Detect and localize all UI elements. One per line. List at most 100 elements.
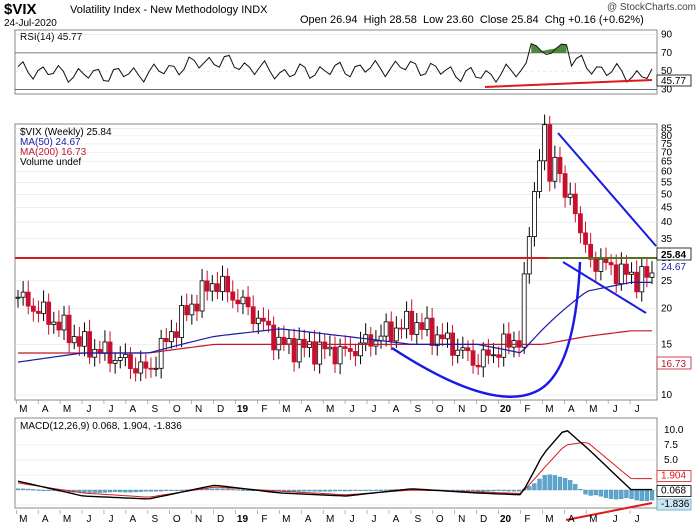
- macd-value-badge: 0.068: [661, 486, 686, 497]
- close-value: 25.84: [511, 14, 539, 26]
- candle-body: [542, 124, 548, 162]
- rsi-legend: RSI(14) 45.77: [20, 32, 83, 43]
- candle-body: [41, 301, 46, 314]
- x-axis-label: D: [217, 404, 224, 415]
- price-tick-label: 40: [661, 217, 673, 228]
- macd-histogram-bar: [343, 489, 348, 492]
- candle-body: [317, 341, 323, 365]
- candle-body: [76, 336, 82, 347]
- macd-histogram-bar: [455, 489, 460, 491]
- macd-histogram-bar: [348, 489, 353, 492]
- x-axis-label: M: [326, 404, 334, 415]
- candle-body: [613, 264, 619, 285]
- macd-histogram-bar: [593, 489, 598, 496]
- x-axis-label: M: [282, 514, 290, 525]
- macd-histogram-bar: [562, 478, 568, 491]
- candle-body: [230, 291, 236, 301]
- x-axis-label: S: [415, 404, 422, 415]
- candle-body: [194, 303, 200, 312]
- x-axis-label: F: [261, 514, 267, 525]
- x-axis-label: N: [458, 514, 465, 525]
- macd-histogram-bar: [614, 489, 619, 500]
- candle-body: [521, 273, 527, 348]
- x-axis-label: A: [568, 404, 575, 415]
- macd-histogram-bar: [358, 489, 363, 491]
- candle-body: [532, 191, 537, 237]
- macd-histogram-bar: [220, 488, 225, 491]
- macd-frame: [14, 417, 658, 509]
- price-tick-label: 70: [661, 148, 673, 159]
- macd-histogram-bar: [491, 489, 496, 492]
- candle-body: [112, 359, 118, 364]
- rsi-value-badge: 45.77: [661, 76, 686, 87]
- ma200-badge-bg: [656, 356, 692, 370]
- candle-body: [128, 354, 133, 370]
- macd-histogram-bar: [297, 489, 302, 492]
- macd-tick-label: 7.5: [664, 440, 678, 451]
- macd-histogram-bar: [138, 489, 143, 492]
- candle-body: [608, 262, 614, 266]
- macd-tick-label: 5.0: [664, 455, 678, 466]
- macd-histogram-bar: [148, 489, 154, 492]
- quote-line: Open 26.94 High 28.58 Low 23.60 Close 25…: [300, 14, 644, 26]
- chart-date: 24-Jul-2020: [4, 18, 57, 29]
- macd-value-badge-bg: [656, 498, 692, 511]
- macd-histogram-bar: [128, 489, 133, 493]
- candle-body: [291, 338, 297, 363]
- rsi-tick-label: 30: [661, 84, 673, 95]
- macd-histogram-bar: [118, 489, 123, 493]
- macd-histogram-bar: [378, 489, 384, 491]
- macd-value-badge-bg: [656, 470, 692, 482]
- candle-body: [337, 346, 343, 365]
- x-axis-label: N: [458, 404, 465, 415]
- macd-histogram-bar: [245, 489, 251, 491]
- candle-body: [624, 263, 629, 275]
- macd-histogram-bar: [542, 475, 547, 491]
- candle-body: [322, 341, 328, 350]
- x-axis-label: M: [545, 404, 553, 415]
- candle-body: [419, 322, 425, 330]
- x-axis-label: 20: [500, 514, 512, 525]
- macd-histogram-bar: [87, 489, 92, 493]
- price-tick-label: 15: [661, 339, 673, 350]
- price-tick-label: 80: [661, 131, 673, 142]
- chart-symbol: $VIX: [4, 1, 37, 18]
- macd-histogram-bar: [210, 488, 215, 491]
- macd-histogram-bar: [235, 489, 241, 491]
- candle-body: [588, 243, 594, 260]
- x-axis-label: J: [108, 404, 113, 415]
- macd-histogram-bar: [174, 489, 179, 491]
- x-axis-label: 19: [237, 404, 249, 415]
- macd-histogram-bar: [225, 488, 230, 491]
- candle-body: [148, 367, 154, 370]
- macd-histogram-bar: [476, 489, 481, 492]
- x-axis-label: A: [393, 514, 400, 525]
- candle-body: [552, 156, 558, 182]
- x-axis-label: J: [87, 514, 92, 525]
- candle-body: [409, 310, 415, 335]
- candle-body: [153, 367, 159, 370]
- watermark: @ StockCharts.com: [606, 2, 696, 13]
- rsi-support-trendline: [484, 79, 653, 88]
- u-shape-annotation: [391, 261, 582, 399]
- chg-label: Chg: [544, 14, 565, 26]
- candle-body: [271, 324, 277, 351]
- macd-histogram-bar: [302, 489, 307, 492]
- x-axis-label: J: [87, 404, 92, 415]
- low-label: Low: [422, 14, 444, 26]
- macd-histogram-bar: [36, 489, 41, 491]
- macd-histogram-bar: [322, 489, 327, 492]
- macd-panel: MACD(12,26,9) 0.068, 1.904, -1.836 10.0 7…: [14, 417, 692, 521]
- candle-body: [301, 338, 307, 348]
- macd-histogram-bar: [179, 489, 184, 491]
- macd-tick-label: 10.0: [664, 425, 684, 436]
- candle-body: [496, 354, 502, 358]
- macd-histogram-bar: [230, 489, 235, 491]
- x-axis-label: O: [436, 514, 444, 525]
- candle-body: [56, 321, 62, 331]
- candle-body: [286, 338, 292, 345]
- candle-body: [66, 314, 72, 344]
- price-tick-label: 85: [661, 123, 673, 134]
- candle-body: [399, 327, 404, 330]
